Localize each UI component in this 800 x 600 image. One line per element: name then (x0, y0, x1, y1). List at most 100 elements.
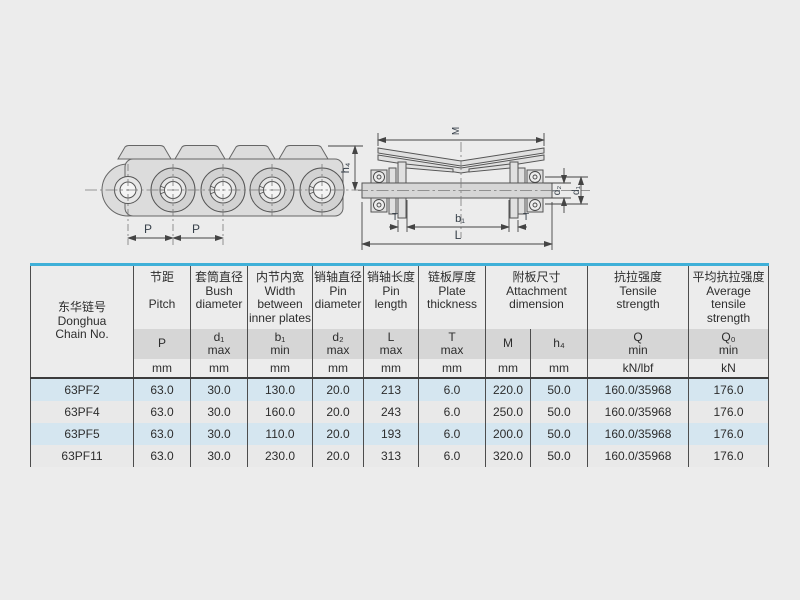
cell-value: 160.0/35968 (587, 444, 690, 467)
table-row-63pf4: 63PF4 63.0 30.0 160.0 20.0 243 6.0 250.0… (30, 400, 770, 423)
d1-label: d₁ (571, 185, 582, 195)
unit-cell: mm (190, 358, 248, 378)
cell-value: 176.0 (688, 422, 770, 445)
unit-cell: mm (485, 358, 531, 378)
m-label: M (451, 127, 462, 135)
unit-cell: mm (363, 358, 419, 378)
col-header-tensile-strength: 抗拉强度 Tensile strength (587, 264, 690, 329)
cell-value: 63.0 (133, 400, 191, 423)
col-header-chain-no: 东华链号 Donghua Chain No. (30, 264, 134, 378)
symbol-q-min: Q min (587, 328, 690, 359)
cell-value: 160.0/35968 (587, 422, 690, 445)
col-header-plate-thickness: 链板厚度 Plate thickness (418, 264, 486, 329)
unit-cell: kN/lbf (587, 358, 690, 378)
t-b1-dimensions (389, 200, 527, 232)
cell-value: 130.0 (247, 376, 313, 401)
cell-value: 110.0 (247, 422, 313, 445)
cell-value: 313 (363, 444, 419, 467)
centerlines (358, 142, 590, 238)
chain-side-view-drawing: P P h₄ (85, 145, 373, 245)
unit-cell: mm (133, 358, 191, 378)
b1-label: b₁ (455, 213, 465, 225)
cell-value: 6.0 (418, 376, 486, 401)
d2-label: d₂ (552, 186, 563, 196)
cell-value: 176.0 (688, 376, 770, 401)
h4-label: h₄ (340, 162, 352, 173)
cell-value: 6.0 (418, 400, 486, 423)
cell-value: 50.0 (529, 376, 589, 401)
symbol-d2-max: d₂ max (312, 328, 364, 359)
cell-value: 243 (363, 400, 419, 423)
unit-cell: mm (529, 358, 589, 378)
symbol-p: P (133, 328, 191, 359)
col-header-pitch: 节距 Pitch (133, 264, 191, 329)
cell-value: 200.0 (485, 422, 531, 445)
header-row-symbols: P d₁ max b₁ min d₂ max L max T max M h₄ … (31, 328, 770, 359)
table-row-63pf11: 63PF11 63.0 30.0 230.0 20.0 313 6.0 320.… (30, 444, 770, 467)
cell-value: 160.0 (247, 400, 313, 423)
cell-value: 30.0 (190, 376, 248, 401)
cell-value: 230.0 (247, 444, 313, 467)
chain-spec-table: 东华链号 Donghua Chain No. 节距 Pitch 套筒直径 Bus… (30, 263, 770, 467)
symbol-h4: h₄ (529, 328, 589, 359)
cell-value: 6.0 (418, 422, 486, 445)
cell-value: 320.0 (485, 444, 531, 467)
table-row-63pf5: 63PF5 63.0 30.0 110.0 20.0 193 6.0 200.0… (30, 422, 770, 445)
centerlines (85, 164, 373, 245)
cell-chain-no: 63PF11 (30, 444, 134, 467)
symbol-m: M (485, 328, 531, 359)
h4-dimension (328, 145, 363, 191)
unit-cell: mm (418, 358, 486, 378)
unit-cell: kN (688, 358, 770, 378)
table-row-63pf2: 63PF2 63.0 30.0 130.0 20.0 213 6.0 220.0… (30, 376, 770, 401)
cell-value: 6.0 (418, 444, 486, 467)
cell-value: 176.0 (688, 444, 770, 467)
cell-value: 160.0/35968 (587, 400, 690, 423)
col-header-pin-length: 销轴长度 Pin length (363, 264, 419, 329)
cell-value: 193 (363, 422, 419, 445)
cell-value: 63.0 (133, 422, 191, 445)
cell-chain-no: 63PF5 (30, 422, 134, 445)
symbol-l-max: L max (363, 328, 419, 359)
cell-value: 176.0 (688, 400, 770, 423)
col-header-bush-diameter: 套筒直径 Bush diameter (190, 264, 248, 329)
symbol-q0-min: Q₀ min (688, 328, 770, 359)
cell-value: 30.0 (190, 400, 248, 423)
col-header-average-tensile-strength: 平均抗拉强度 Average tensile strength (688, 264, 770, 329)
cell-value: 30.0 (190, 444, 248, 467)
cell-value: 63.0 (133, 444, 191, 467)
cell-value: 63.0 (133, 376, 191, 401)
symbol-b1-min: b₁ min (247, 328, 313, 359)
t-label-left: T (392, 212, 398, 223)
cell-value: 50.0 (529, 444, 589, 467)
cell-chain-no: 63PF4 (30, 400, 134, 423)
cell-value: 20.0 (312, 376, 364, 401)
m-dimension (377, 133, 545, 146)
cell-value: 160.0/35968 (587, 376, 690, 401)
cell-value: 20.0 (312, 422, 364, 445)
cell-value: 30.0 (190, 422, 248, 445)
cell-chain-no: 63PF2 (30, 376, 134, 401)
l-label: L (455, 228, 462, 242)
cell-value: 213 (363, 376, 419, 401)
cell-value: 20.0 (312, 400, 364, 423)
header-row-units: mm mm mm mm mm mm mm mm kN/lbf kN (31, 358, 770, 378)
cell-value: 50.0 (529, 422, 589, 445)
cell-value: 220.0 (485, 376, 531, 401)
col-header-inner-width: 内节内宽 Width between inner plates (247, 264, 313, 329)
col-header-attachment-dimension: 附板尺寸 Attachment dimension (484, 264, 589, 329)
unit-cell: mm (247, 358, 313, 378)
l-dimension (361, 202, 553, 250)
header-row-main: 东华链号 Donghua Chain No. 节距 Pitch 套筒直径 Bus… (30, 264, 770, 378)
cell-value: 20.0 (312, 444, 364, 467)
t-label-right: T (523, 212, 529, 223)
pitch-label-2: P (192, 222, 200, 236)
cell-value: 250.0 (485, 400, 531, 423)
chain-cross-section-drawing: M d₂ d₁ T T b₁ L (358, 127, 590, 250)
pitch-label-1: P (144, 222, 152, 236)
symbol-t-max: T max (418, 328, 486, 359)
unit-cell: mm (312, 358, 364, 378)
cell-value: 50.0 (529, 400, 589, 423)
symbol-d1-max: d₁ max (190, 328, 248, 359)
